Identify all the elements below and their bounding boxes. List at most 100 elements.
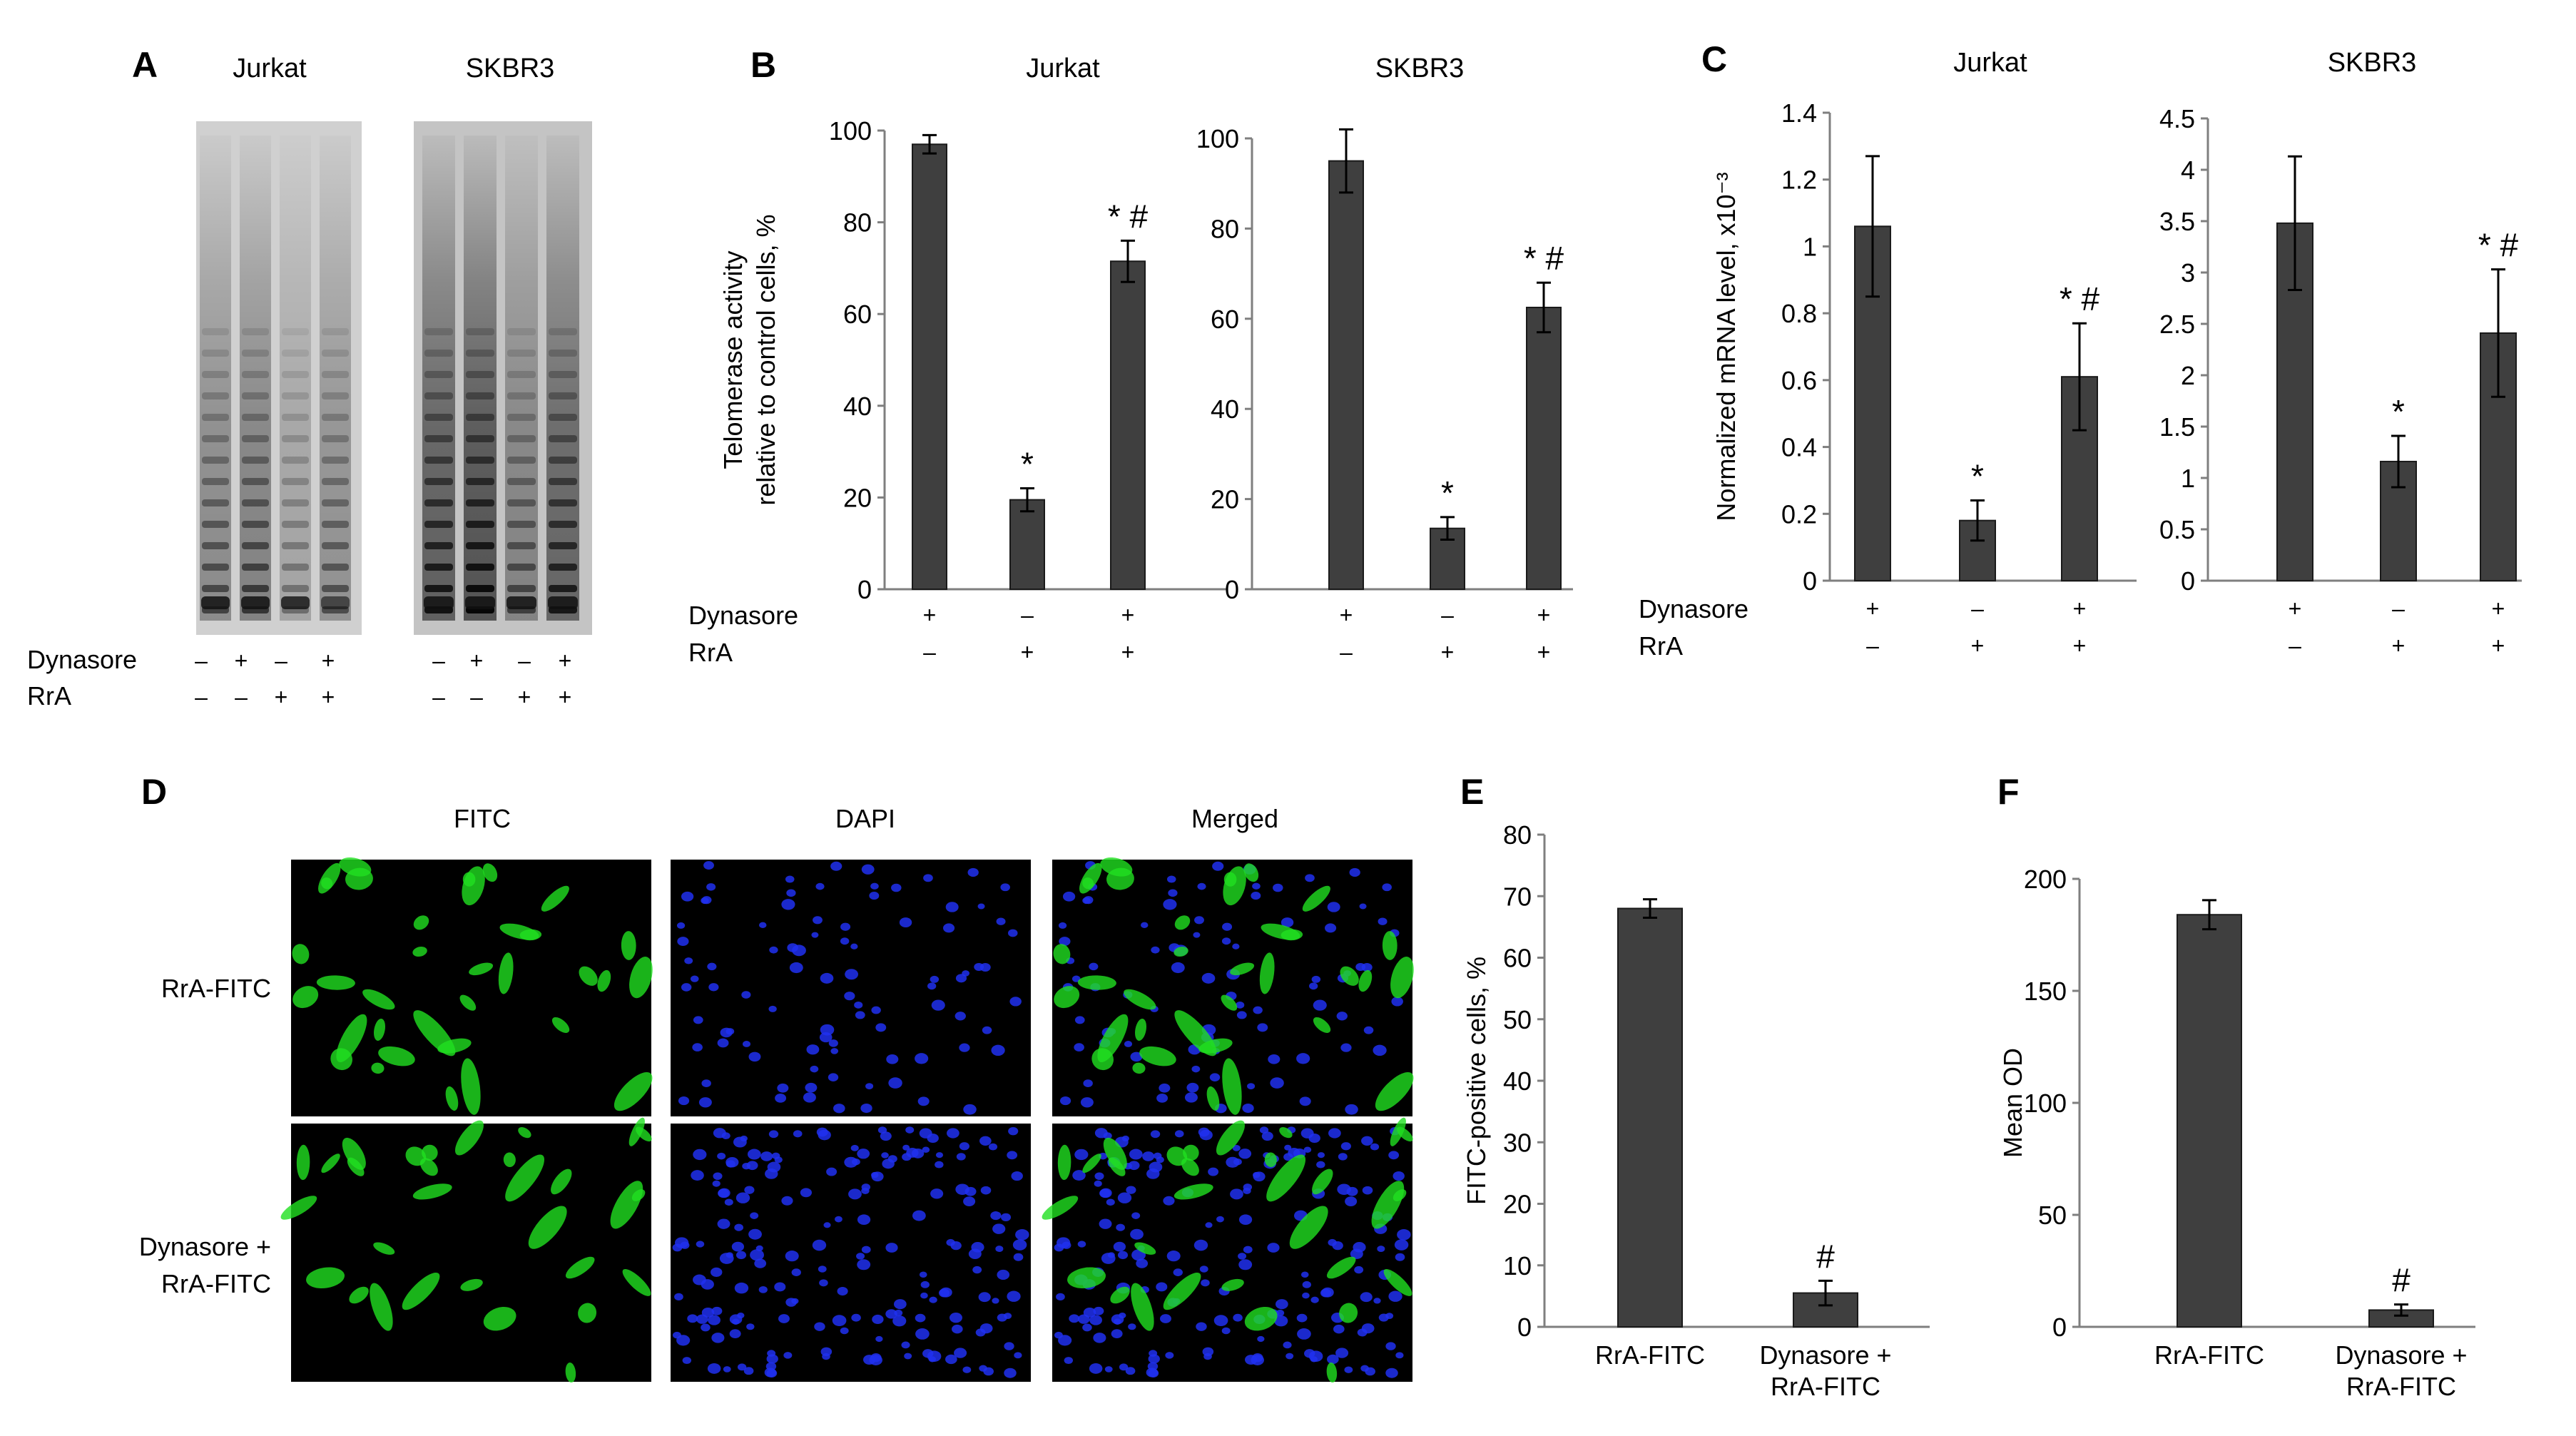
fitc-cell — [1053, 944, 1071, 964]
fitc-cell — [1326, 1362, 1338, 1383]
nucleus — [1336, 1012, 1348, 1021]
panel-letter-c: C — [1701, 39, 1727, 79]
nucleus — [750, 1212, 759, 1219]
gel-band — [202, 542, 229, 549]
fitc-cell — [316, 975, 355, 990]
panel-letter-a: A — [132, 45, 158, 85]
nucleus — [915, 1328, 930, 1340]
nucleus — [692, 1043, 703, 1051]
fitc-cell — [437, 1038, 472, 1054]
fitc-cell — [1243, 863, 1259, 882]
panel-letter-f: F — [1997, 772, 2020, 812]
nucleus — [1058, 922, 1067, 929]
nucleus — [1160, 1314, 1171, 1323]
nucleus — [1196, 1322, 1207, 1331]
fitc-cell — [1221, 994, 1238, 1011]
gel-band — [549, 435, 577, 442]
nucleus — [724, 1198, 733, 1206]
micrograph-merged-row2 — [1042, 1117, 1413, 1383]
gel-lane-smear — [280, 136, 311, 621]
nucleus — [731, 1241, 745, 1252]
nucleus — [992, 1223, 1006, 1234]
fitc-cell — [405, 1146, 427, 1166]
nucleus — [1302, 1280, 1311, 1288]
gel-band — [507, 392, 536, 399]
nucleus — [742, 1041, 751, 1047]
nucleus — [963, 1196, 976, 1206]
chart-b-skbr3-significance-mark: * # — [1524, 240, 1564, 277]
nucleus — [1283, 1341, 1292, 1349]
nucleus — [1008, 1127, 1019, 1136]
gel-band — [242, 585, 269, 592]
fitc-cell — [1174, 915, 1191, 930]
fitc-cell — [1302, 885, 1330, 912]
nucleus — [1166, 875, 1176, 883]
fitc-cell — [541, 885, 569, 912]
fitc-cell — [1230, 962, 1255, 976]
nucleus — [978, 1292, 991, 1303]
nucleus — [875, 1335, 883, 1343]
blot-sign: + — [470, 648, 484, 673]
gel-band — [424, 392, 453, 399]
nucleus — [1270, 1077, 1284, 1089]
nucleus — [967, 867, 979, 877]
chart-b-skbr3-y-tick-label: 80 — [1211, 214, 1239, 243]
nucleus — [1199, 1129, 1213, 1141]
fitc-cell — [528, 1206, 567, 1249]
nucleus — [942, 923, 955, 933]
chart-c-skbr3-y-tick-label: 3.5 — [2159, 207, 2195, 236]
gel-band — [322, 564, 349, 571]
fitc-cell — [1383, 1268, 1412, 1296]
fitc-cell — [445, 1086, 459, 1111]
gel-band — [424, 435, 453, 442]
nucleus — [1317, 1152, 1325, 1159]
nucleus — [1257, 1335, 1265, 1343]
gel-band — [424, 564, 453, 571]
nucleus — [811, 932, 819, 938]
nucleus — [1216, 1216, 1224, 1223]
nucleus — [1252, 1171, 1261, 1178]
chart-b-skbr3-y-tick-label: 60 — [1211, 305, 1239, 334]
nucleus — [1257, 1023, 1268, 1032]
fitc-cell — [306, 1267, 345, 1289]
gel-band — [466, 564, 494, 571]
gel-band — [322, 435, 349, 442]
fitc-cell — [1198, 1038, 1233, 1054]
nucleus — [1013, 1253, 1024, 1261]
fitc-cell — [1266, 1154, 1306, 1202]
gel-band — [507, 414, 536, 421]
fitc-cell — [461, 1058, 481, 1115]
condition-sign: – — [1021, 602, 1034, 628]
nucleus — [991, 1044, 1005, 1056]
gel-band — [241, 596, 270, 609]
nucleus — [1074, 1043, 1084, 1051]
nucleus — [775, 1094, 787, 1103]
fitc-cell — [1261, 923, 1300, 940]
nucleus — [1114, 1318, 1121, 1325]
fitc-cell — [505, 1154, 545, 1202]
chart-b-skbr3-y-tick-label: 0 — [1225, 575, 1239, 604]
nucleus — [1203, 1353, 1212, 1360]
chart-e-y-tick-label: 0 — [1517, 1313, 1532, 1342]
nucleus — [1205, 1222, 1213, 1228]
nucleus — [1391, 997, 1403, 1007]
nucleus — [997, 1313, 1007, 1322]
chart-f-bar — [2177, 914, 2242, 1328]
gel-band — [466, 328, 494, 335]
chart-b-jurkat-significance-mark: * — [1021, 446, 1034, 483]
fitc-cell — [1135, 1018, 1147, 1041]
nucleus — [996, 917, 1006, 925]
nucleus — [857, 1259, 871, 1270]
nucleus — [904, 1353, 912, 1360]
nucleus — [1054, 1243, 1064, 1252]
nucleus — [1308, 1350, 1323, 1363]
nucleus — [945, 1354, 957, 1365]
nucleus — [701, 897, 709, 905]
gel-band — [507, 350, 536, 357]
fitc-cell — [1339, 1303, 1358, 1323]
chart-b-jurkat-y-label: relative to control cells, % — [751, 214, 780, 505]
chart-b-jurkat-significance-mark: * # — [1108, 198, 1149, 235]
nucleus — [1166, 1251, 1181, 1262]
nucleus — [1385, 1342, 1396, 1350]
nucleus — [871, 1006, 881, 1014]
